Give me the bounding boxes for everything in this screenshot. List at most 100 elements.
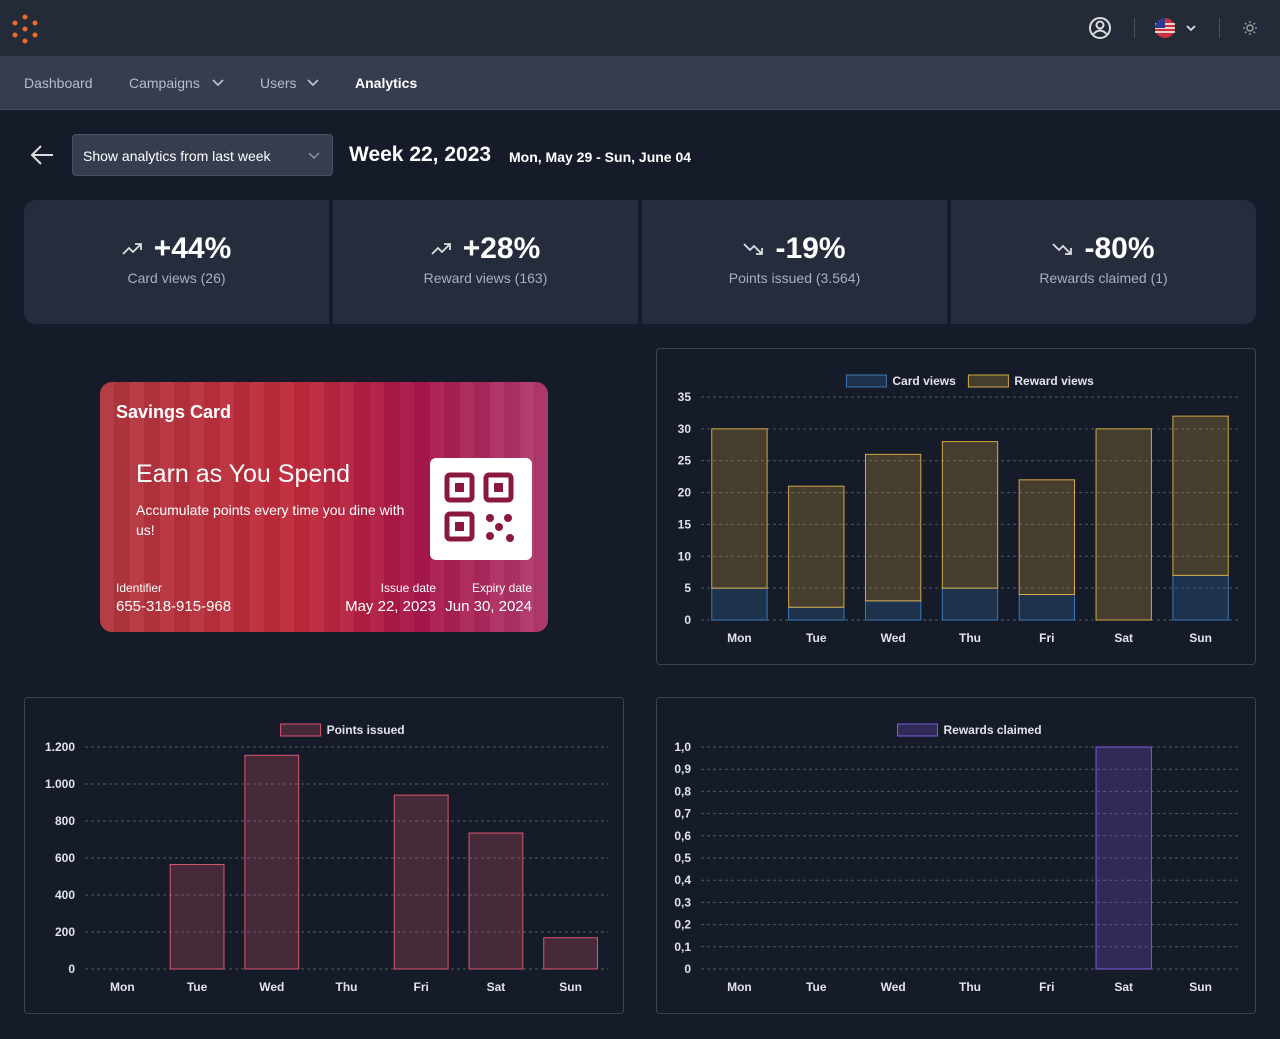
y-tick-label: 0,4: [674, 873, 691, 887]
identifier: 655-318-915-968: [116, 598, 232, 615]
period-select[interactable]: Show analytics from last week: [72, 134, 333, 176]
y-tick-label: 0: [684, 962, 691, 976]
divider: [1219, 18, 1220, 38]
card-name: Savings Card: [116, 402, 232, 422]
trend-icon: [122, 243, 142, 255]
x-tick-label: Wed: [881, 631, 906, 645]
trend-icon: [431, 243, 451, 255]
legend-swatch: [967, 374, 1009, 388]
bar: [711, 587, 768, 621]
legend-swatch: [280, 723, 322, 737]
legend-swatch: [897, 723, 938, 737]
x-tick-label: Fri: [1039, 980, 1054, 994]
divider: [1134, 18, 1135, 38]
x-tick-label: Sun: [1189, 631, 1212, 645]
card-headline: Earn as You Spend: [136, 460, 351, 488]
bar: [1095, 746, 1152, 970]
select-text: Show analytics from last week: [83, 148, 271, 164]
chart-panel: 0 0,1 0,2 0,3 0,4 0,5 0,6 0,7 0,8 0,9 1,0 Mon Tue Wed…: [656, 697, 1256, 1014]
chevron: [308, 152, 320, 159]
stat-label: Points issued (3.564): [728, 270, 861, 286]
stat-card: -80% Rewards claimed (1): [951, 200, 1256, 324]
y-tick-label: 1,0: [674, 740, 691, 754]
x-tick-label: Mon: [727, 631, 752, 645]
bar: [788, 485, 845, 608]
nav-bar: Dashboard Campaigns Users Analytics: [0, 56, 1280, 110]
qr-code: [430, 458, 532, 560]
nav-item-active[interactable]: Analytics: [355, 75, 418, 91]
stat-label: Card views (26): [127, 270, 226, 286]
x-tick-label: Mon: [110, 980, 135, 994]
x-tick-label: Fri: [414, 980, 429, 994]
y-tick-label: 0,9: [674, 762, 691, 776]
issue-label: Issue date: [380, 581, 436, 595]
y-tick-label: 1.200: [45, 740, 75, 754]
language-select[interactable]: [1154, 17, 1198, 39]
y-tick-label: 0,7: [674, 807, 691, 821]
legend-label: Points issued: [327, 723, 405, 737]
nav-item[interactable]: Campaigns: [129, 75, 200, 91]
y-tick-label: 200: [55, 925, 75, 939]
legend-label: Card views: [892, 374, 956, 388]
card-text: Accumulate points every time you dine wi…: [136, 502, 405, 538]
back-button[interactable]: [28, 143, 56, 167]
x-tick-label: Tue: [187, 980, 208, 994]
bar: [543, 937, 599, 970]
y-tick-label: 0,8: [674, 784, 691, 798]
y-tick-label: 600: [55, 851, 75, 865]
chart-panel: 0 5 10 15 20 25 30 35 Mon Tue Wed Thu Fri Sat Sun Card …: [656, 348, 1256, 665]
bar: [941, 587, 999, 621]
x-tick-label: Sun: [1189, 980, 1212, 994]
nav-item[interactable]: Dashboard: [24, 75, 93, 91]
bar: [1095, 428, 1152, 621]
stat-value: -19%: [775, 232, 846, 265]
x-tick-label: Thu: [959, 631, 981, 645]
legend-label: Rewards claimed: [944, 723, 1042, 737]
stat-card: +44% Card views (26): [24, 200, 329, 324]
theme-toggle[interactable]: [1242, 20, 1258, 36]
x-tick-label: Sun: [559, 980, 582, 994]
x-tick-label: Mon: [727, 980, 752, 994]
x-tick-label: Wed: [881, 980, 906, 994]
nav-item[interactable]: Users: [260, 75, 297, 91]
y-tick-label: 25: [678, 454, 692, 468]
logo[interactable]: [10, 14, 40, 44]
top-bar: [0, 0, 1280, 56]
bar: [1018, 594, 1076, 621]
user-icon[interactable]: [1088, 16, 1112, 40]
y-tick-label: 400: [55, 888, 75, 902]
x-tick-label: Sat: [1114, 631, 1133, 645]
bar: [468, 832, 524, 970]
stat-change: +44%: [24, 232, 329, 266]
stat-change: +28%: [333, 232, 638, 266]
y-tick-label: 30: [678, 422, 692, 436]
y-tick-label: 15: [678, 517, 692, 531]
bar: [711, 428, 768, 589]
x-tick-label: Thu: [336, 980, 358, 994]
y-tick-label: 0,2: [674, 918, 691, 932]
y-tick-label: 35: [678, 390, 692, 404]
stat-label: Rewards claimed (1): [1039, 270, 1168, 286]
x-tick-label: Fri: [1039, 631, 1054, 645]
stat-change: -19%: [642, 232, 947, 266]
y-tick-label: 20: [678, 486, 692, 500]
legend-label: Reward views: [1014, 374, 1094, 388]
bar: [1172, 574, 1229, 621]
x-tick-label: Thu: [959, 980, 981, 994]
y-tick-label: 0,6: [674, 829, 691, 843]
y-tick-label: 5: [684, 581, 691, 595]
bar: [1172, 415, 1229, 576]
expiry-date: Jun 30, 2024: [445, 598, 532, 615]
bar: [941, 441, 999, 589]
savings-card: Savings Card Earn as You Spend Accumulat…: [100, 382, 548, 632]
x-tick-label: Wed: [259, 980, 284, 994]
bar: [864, 600, 922, 621]
chevron: [212, 79, 224, 87]
stat-value: +44%: [153, 232, 232, 265]
y-tick-label: 0,1: [674, 940, 691, 954]
stat-card: -19% Points issued (3.564): [642, 200, 947, 324]
y-tick-label: 0,5: [674, 851, 691, 865]
y-tick-label: 10: [678, 549, 692, 563]
y-tick-label: 800: [55, 814, 75, 828]
